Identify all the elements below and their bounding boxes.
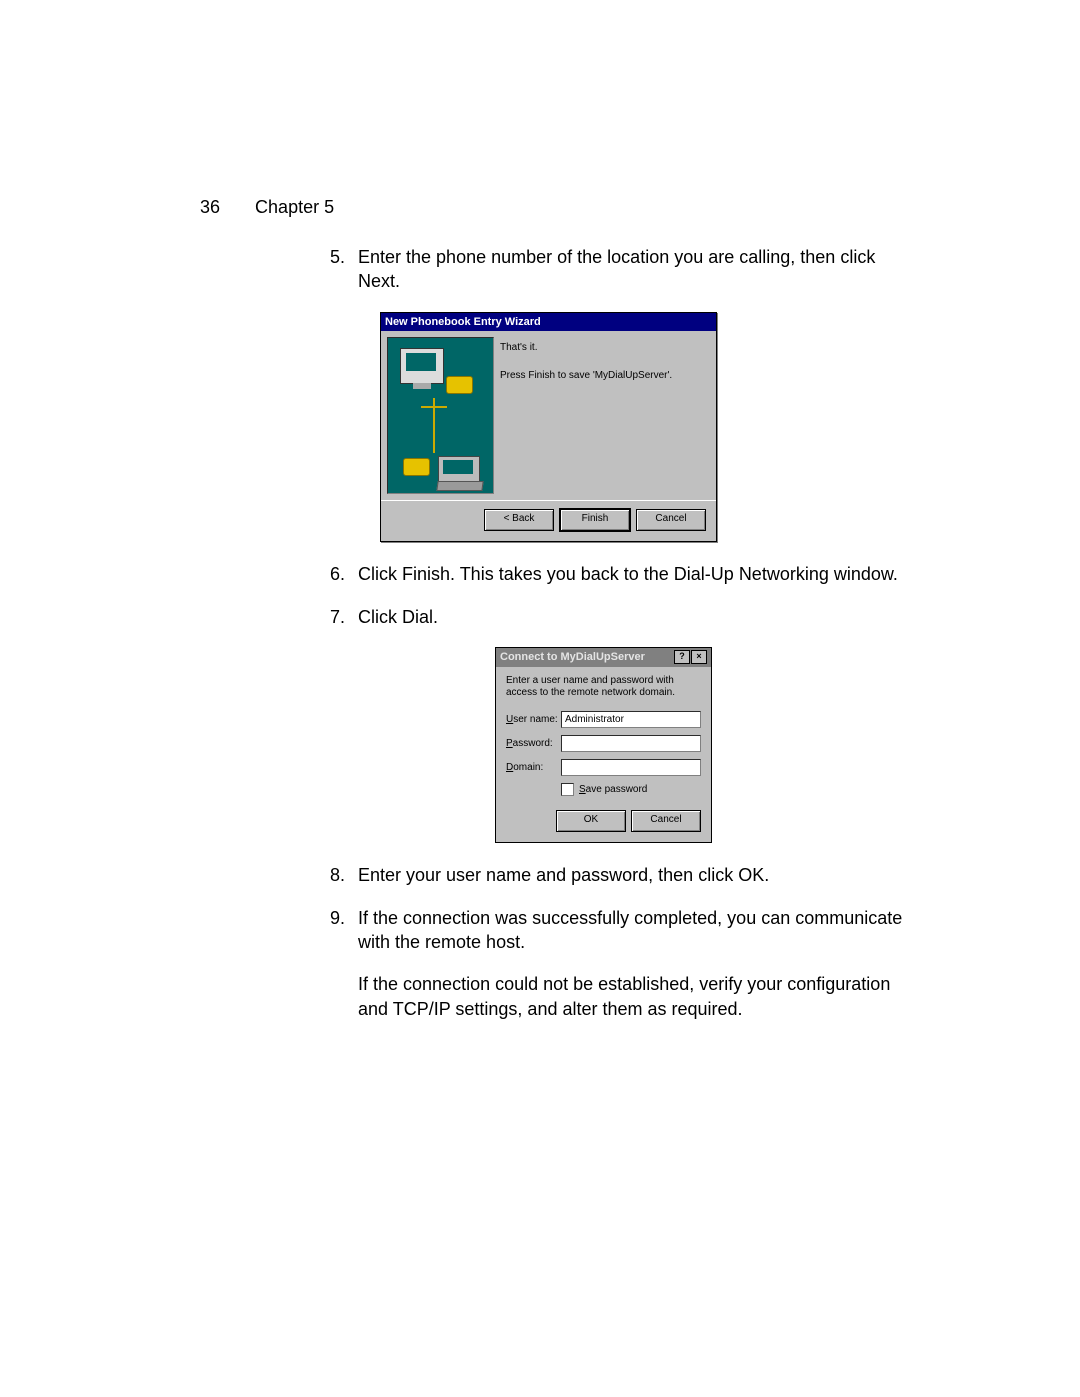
step-number: 5. (330, 245, 358, 294)
step-text: Enter your user name and password, then … (358, 863, 910, 887)
step-number: 8. (330, 863, 358, 887)
connect-title-text: Connect to MyDialUpServer (500, 650, 645, 665)
step-number: 7. (330, 605, 358, 629)
step-text: Click Dial. (358, 605, 910, 629)
save-password-checkbox[interactable] (561, 783, 574, 796)
wizard-titlebar: New Phonebook Entry Wizard (381, 313, 716, 332)
username-label: User name: (506, 713, 561, 727)
username-row: User name: Administrator (506, 711, 701, 728)
help-button[interactable]: ? (674, 650, 690, 664)
ok-button[interactable]: OK (556, 810, 626, 832)
desktop-computer-icon (400, 348, 444, 384)
laptop-icon (438, 456, 480, 486)
step-6: 6. Click Finish. This takes you back to … (330, 562, 910, 586)
finish-button[interactable]: Finish (560, 509, 630, 531)
step-number: 9. (330, 906, 358, 955)
wizard-text-panel: That's it. Press Finish to save 'MyDialU… (494, 337, 710, 494)
username-input[interactable]: Administrator (561, 711, 701, 728)
wizard-body: That's it. Press Finish to save 'MyDialU… (381, 331, 716, 500)
cancel-button[interactable]: Cancel (631, 810, 701, 832)
step-text: Click Finish. This takes you back to the… (358, 562, 910, 586)
step-5: 5. Enter the phone number of the locatio… (330, 245, 910, 294)
wizard-line1: That's it. (500, 341, 704, 355)
figure-connect-dialog: Connect to MyDialUpServer ? × Enter a us… (380, 647, 910, 843)
wizard-line2: Press Finish to save 'MyDialUpServer'. (500, 369, 704, 383)
save-password-row: Save password (561, 783, 701, 797)
page-header: 36 Chapter 5 (200, 195, 334, 219)
wizard-button-row: < Back Finish Cancel (381, 500, 716, 541)
password-input[interactable] (561, 735, 701, 752)
wizard-illustration (387, 337, 494, 494)
domain-input[interactable] (561, 759, 701, 776)
connect-titlebar: Connect to MyDialUpServer ? × (496, 648, 711, 667)
chapter-label: Chapter 5 (255, 197, 334, 217)
step-number: 6. (330, 562, 358, 586)
step-text: Enter the phone number of the location y… (358, 245, 910, 294)
save-password-label: Save password (579, 783, 647, 797)
page-number: 36 (200, 195, 220, 219)
connect-instruction: Enter a user name and password with acce… (506, 675, 701, 699)
connect-window: Connect to MyDialUpServer ? × Enter a us… (495, 647, 712, 843)
telephone-icon (446, 376, 473, 394)
password-row: Password: (506, 735, 701, 752)
telephone-icon (403, 458, 430, 476)
figure-wizard-dialog: New Phonebook Entry Wizard That's it. Pr… (380, 312, 910, 543)
connect-button-row: OK Cancel (496, 810, 711, 842)
step-7: 7. Click Dial. (330, 605, 910, 629)
cancel-button[interactable]: Cancel (636, 509, 706, 531)
step-text: If the connection was successfully compl… (358, 906, 910, 955)
back-button[interactable]: < Back (484, 509, 554, 531)
domain-label: Domain: (506, 761, 561, 775)
step-9: 9. If the connection was successfully co… (330, 906, 910, 955)
telephone-pole-crossarm-icon (421, 406, 447, 408)
password-label: Password: (506, 737, 561, 751)
close-button[interactable]: × (691, 650, 707, 664)
wizard-window: New Phonebook Entry Wizard That's it. Pr… (380, 312, 717, 543)
connect-body: Enter a user name and password with acce… (496, 667, 711, 811)
content-column: 5. Enter the phone number of the locatio… (330, 245, 910, 1021)
document-page: 36 Chapter 5 5. Enter the phone number o… (0, 0, 1080, 1397)
titlebar-controls: ? × (674, 650, 707, 664)
step-8: 8. Enter your user name and password, th… (330, 863, 910, 887)
domain-row: Domain: (506, 759, 701, 776)
step-9-followup: If the connection could not be establish… (358, 972, 910, 1021)
